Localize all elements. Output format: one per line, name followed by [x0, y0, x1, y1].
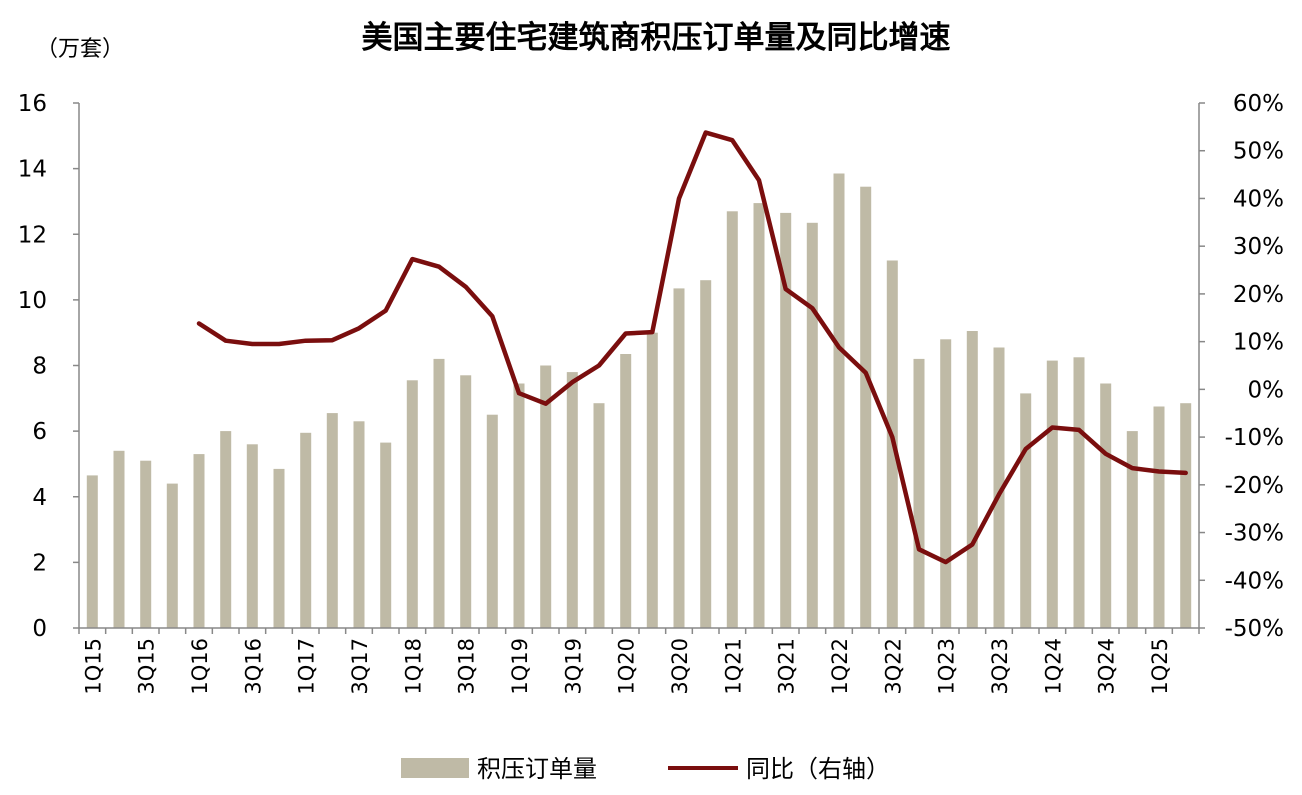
- bar: [1180, 403, 1192, 628]
- x-tick-label: 1Q15: [81, 638, 105, 695]
- left-axis-ticks: 0 2 4 6 8 10 12 14 16: [18, 91, 79, 642]
- bar: [273, 468, 285, 628]
- bar: [780, 212, 792, 628]
- legend-label-line: 同比（右轴）: [746, 755, 890, 783]
- right-tick-label: 30%: [1233, 234, 1284, 260]
- bar: [513, 383, 525, 628]
- bar: [1153, 406, 1165, 628]
- x-tick-label: 1Q21: [721, 638, 745, 695]
- legend-swatch-bar: [401, 758, 469, 778]
- bar: [166, 483, 178, 628]
- right-tick-label: 0%: [1248, 377, 1285, 403]
- right-tick-label: -50%: [1225, 616, 1284, 642]
- bar: [1020, 393, 1032, 628]
- bar: [86, 475, 98, 628]
- right-tick-label: -40%: [1225, 568, 1284, 594]
- bar: [140, 460, 152, 628]
- bar: [380, 442, 392, 628]
- right-axis-ticks: -50% -40% -30% -20% -10% 0% 10% 20% 30% 40% 50% 60%: [1199, 91, 1284, 642]
- left-tick-label: 10: [18, 288, 47, 314]
- bar: [460, 375, 472, 628]
- bar: [113, 450, 125, 628]
- x-tick-label: 1Q20: [615, 638, 639, 695]
- bar: [700, 280, 712, 628]
- right-tick-label: 20%: [1233, 282, 1284, 308]
- bar: [966, 331, 978, 628]
- bar: [1100, 383, 1112, 628]
- left-tick-label: 16: [18, 91, 47, 117]
- right-tick-label: 10%: [1233, 330, 1284, 356]
- left-tick-label: 2: [32, 550, 47, 576]
- x-tick-label: 3Q20: [668, 638, 692, 695]
- bar: [620, 354, 632, 628]
- bar: [593, 403, 605, 628]
- bar: [406, 380, 418, 628]
- x-tick-label: 1Q17: [295, 638, 319, 695]
- x-tick-label: 3Q15: [135, 638, 159, 695]
- right-tick-label: 50%: [1233, 139, 1284, 165]
- bar: [220, 431, 232, 628]
- x-tick-label: 1Q16: [188, 638, 212, 695]
- bar: [753, 203, 765, 628]
- bar: [566, 372, 578, 628]
- right-tick-label: -10%: [1225, 425, 1284, 451]
- bar: [726, 211, 738, 629]
- left-tick-label: 12: [18, 222, 47, 248]
- bar: [326, 413, 338, 628]
- left-tick-label: 0: [32, 616, 47, 642]
- bar: [913, 358, 925, 628]
- bar: [673, 288, 685, 628]
- x-tick-label: 3Q22: [881, 638, 905, 695]
- bar: [806, 222, 818, 629]
- yoy-line: [196, 130, 1188, 565]
- x-tick-label: 3Q19: [561, 638, 585, 695]
- left-tick-label: 4: [32, 485, 47, 511]
- x-tick-label: 1Q25: [1148, 638, 1172, 695]
- left-tick-label: 14: [18, 157, 47, 183]
- x-tick-label: 1Q22: [828, 638, 852, 695]
- left-tick-label: 8: [32, 354, 47, 380]
- bar: [1046, 360, 1058, 628]
- legend: 积压订单量 同比（右轴）: [401, 755, 890, 783]
- bar: [540, 365, 552, 628]
- right-tick-label: 60%: [1233, 91, 1284, 117]
- x-tick-label: 1Q18: [401, 638, 425, 695]
- x-tick-label: 1Q24: [1041, 638, 1065, 695]
- bar: [353, 421, 365, 628]
- right-tick-label: 40%: [1233, 186, 1284, 212]
- bar: [940, 339, 952, 629]
- bar: [193, 454, 205, 628]
- bar: [1073, 357, 1085, 628]
- bar-series: [86, 173, 1192, 629]
- bar: [993, 347, 1005, 628]
- bar: [1126, 431, 1138, 628]
- line-series: [196, 130, 1188, 565]
- bar: [486, 414, 498, 628]
- x-tick-label: 3Q23: [988, 638, 1012, 695]
- bar: [246, 444, 258, 629]
- left-tick-label: 6: [32, 419, 47, 445]
- x-tick-label: 3Q17: [348, 638, 372, 695]
- x-tick-label: 3Q24: [1095, 638, 1119, 695]
- x-axis-ticks: 1Q15 3Q15 1Q16 3Q16 1Q17 3Q17 1Q18 3Q18 1Q19 3Q19…: [78, 628, 1200, 695]
- x-tick-label: 3Q21: [775, 638, 799, 695]
- left-axis-unit: （万套）: [36, 37, 124, 62]
- bar: [833, 173, 845, 628]
- right-tick-label: -30%: [1225, 521, 1284, 547]
- x-tick-label: 1Q23: [935, 638, 959, 695]
- chart-title: 美国主要住宅建筑商积压订单量及同比增速: [362, 20, 951, 56]
- bar: [300, 432, 312, 628]
- x-tick-label: 3Q18: [455, 638, 479, 695]
- x-tick-label: 1Q19: [508, 638, 532, 695]
- bar: [646, 332, 658, 628]
- right-tick-label: -20%: [1225, 473, 1284, 499]
- legend-label-bar: 积压订单量: [477, 755, 597, 783]
- x-tick-label: 3Q16: [241, 638, 265, 695]
- bar: [433, 358, 445, 628]
- bar: [860, 186, 872, 628]
